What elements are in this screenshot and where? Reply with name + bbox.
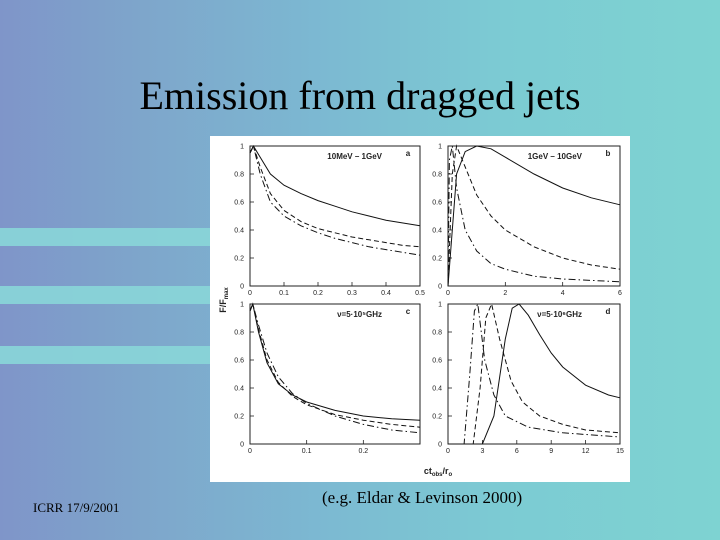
panel-a-letter: a bbox=[406, 149, 411, 158]
panel-b-ytick-label: 1 bbox=[438, 144, 442, 151]
panel-c-legend: ν=5·10⁵GHz bbox=[337, 310, 382, 319]
panel-a-xtick-label: 0.5 bbox=[415, 290, 425, 297]
panel-b-xtick-label: 4 bbox=[561, 290, 565, 297]
panel-a-curve-dashdot bbox=[249, 144, 421, 256]
decorative-stripe-1 bbox=[0, 228, 212, 246]
panel-c-ytick-label: 0.2 bbox=[234, 414, 244, 421]
panel-c-curve-solid bbox=[249, 302, 421, 421]
panel-c-xtick-label: 0.2 bbox=[358, 448, 368, 455]
panel-c-ytick-label: 0.8 bbox=[234, 330, 244, 337]
panel-c-letter: c bbox=[406, 307, 411, 316]
panel-a-frame bbox=[249, 145, 421, 287]
panel-b-ytick-label: 0.2 bbox=[432, 256, 442, 263]
x-axis-label-subscript: obs bbox=[432, 472, 443, 478]
panel-b-xtick-label: 0 bbox=[446, 290, 450, 297]
panel-d-curve-dashdot bbox=[448, 302, 621, 445]
panel-a-curve-solid bbox=[249, 144, 421, 227]
panel-b-ytick-label: 0.4 bbox=[432, 228, 442, 235]
panel-a-xtick-label: 0.1 bbox=[279, 290, 289, 297]
panel-c-xtick-label: 0 bbox=[248, 448, 252, 455]
panel-b-curve-dashdot bbox=[447, 145, 621, 287]
panel-b-xtick-label: 6 bbox=[618, 290, 622, 297]
panel-d-ytick-label: 0 bbox=[438, 442, 442, 449]
panel-b-letter: b bbox=[606, 149, 611, 158]
panel-b-curve-dashed bbox=[447, 144, 621, 287]
panel-d-curve-solid bbox=[448, 303, 621, 445]
panel-a-ytick-label: 0.2 bbox=[234, 256, 244, 263]
panel-a-curve-dashed bbox=[249, 144, 421, 248]
panel-a-xtick-label: 0.4 bbox=[381, 290, 391, 297]
panel-d-letter: d bbox=[606, 307, 611, 316]
panel-a-xtick-label: 0.3 bbox=[347, 290, 357, 297]
panel-a-ytick-label: 0.4 bbox=[234, 228, 244, 235]
x-axis-label: ctobs/ro bbox=[424, 466, 453, 478]
panel-d-curve-dashed bbox=[448, 302, 621, 445]
panel-d-ytick-label: 0.6 bbox=[432, 358, 442, 365]
panel-c-curve-dashed bbox=[249, 302, 421, 428]
y-axis-label-subscript: max bbox=[224, 287, 230, 300]
decorative-stripe-2 bbox=[0, 286, 212, 304]
panel-b-ytick-label: 0 bbox=[438, 284, 442, 291]
footer-citation: (e.g. Eldar & Levinson 2000) bbox=[322, 488, 523, 507]
panel-c-curve-dashdot bbox=[249, 302, 421, 434]
panel-d-ytick-label: 0.8 bbox=[432, 330, 442, 337]
panel-c-ytick-label: 1 bbox=[240, 302, 244, 309]
panel-d-ytick-label: 1 bbox=[438, 302, 442, 309]
panel-d-xtick-label: 6 bbox=[515, 448, 519, 455]
panel-d-legend: ν=5·10⁶GHz bbox=[537, 310, 582, 319]
panel-a-xtick-label: 0 bbox=[248, 290, 252, 297]
x-axis-label-tail: /r bbox=[443, 466, 450, 476]
x-axis-label-tail-subscript: o bbox=[449, 472, 453, 478]
panel-b-frame bbox=[447, 145, 621, 287]
panel-d-xtick-label: 12 bbox=[582, 448, 590, 455]
panel-a-xtick-label: 0.2 bbox=[313, 290, 323, 297]
panel-d-ytick-label: 0.2 bbox=[432, 414, 442, 421]
panel-b-curve-solid bbox=[447, 145, 621, 287]
panel-a-ytick-label: 0.8 bbox=[234, 172, 244, 179]
y-axis-label: F/Fmax bbox=[218, 287, 230, 313]
slide-title: Emission from dragged jets bbox=[139, 73, 581, 118]
panel-b-legend: 1GeV – 10GeV bbox=[528, 152, 583, 161]
panel-a-ytick-label: 1 bbox=[240, 144, 244, 151]
panel-d-xtick-label: 15 bbox=[616, 448, 624, 455]
panel-c-frame bbox=[249, 303, 421, 445]
panel-a-legend: 10MeV – 1GeV bbox=[327, 152, 382, 161]
panel-c-ytick-label: 0.4 bbox=[234, 386, 244, 393]
panel-d-frame bbox=[447, 303, 621, 445]
panel-a-ytick-label: 0.6 bbox=[234, 200, 244, 207]
panel-d-ytick-label: 0.4 bbox=[432, 386, 442, 393]
panel-b-xtick-label: 2 bbox=[503, 290, 507, 297]
footer-date: ICRR 17/9/2001 bbox=[33, 500, 120, 515]
panel-b-ytick-label: 0.8 bbox=[432, 172, 442, 179]
panel-d-xtick-label: 0 bbox=[446, 448, 450, 455]
panel-c-xtick-label: 0.1 bbox=[302, 448, 312, 455]
panel-d-xtick-label: 3 bbox=[480, 448, 484, 455]
panel-a-ytick-label: 0 bbox=[240, 284, 244, 291]
panel-b-ytick-label: 0.6 bbox=[432, 200, 442, 207]
decorative-stripe-3 bbox=[0, 346, 212, 364]
panel-d-xtick-label: 9 bbox=[549, 448, 553, 455]
panel-c-ytick-label: 0 bbox=[240, 442, 244, 449]
panel-c-ytick-label: 0.6 bbox=[234, 358, 244, 365]
figure-image: 0 0.2 0.4 0.6 0.8 1 0 0.1 0.2 0.3 0.4 0.5 10MeV – 1G… bbox=[210, 136, 630, 482]
